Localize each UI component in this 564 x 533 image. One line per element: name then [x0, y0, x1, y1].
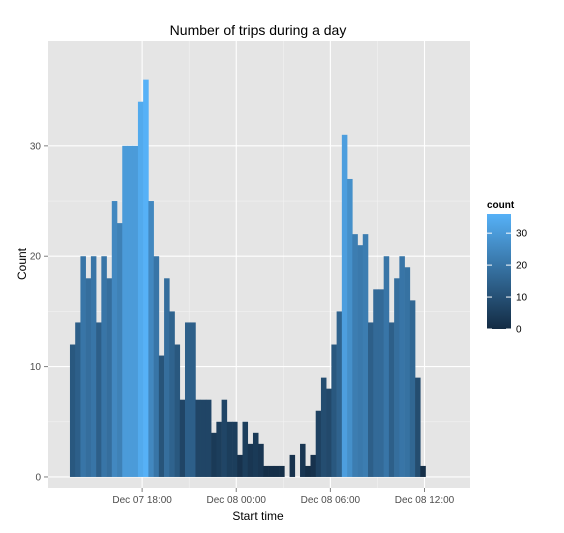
histogram-bar: [388, 322, 395, 477]
histogram-bar: [75, 322, 81, 477]
histogram-bar: [101, 256, 107, 477]
histogram-bar: [247, 443, 254, 477]
histogram-bar: [357, 245, 364, 477]
histogram-bar: [69, 344, 76, 477]
histogram-bar: [268, 465, 275, 477]
x-axis-label: Start time: [232, 509, 284, 523]
histogram-bar: [117, 223, 123, 477]
histogram-bar: [362, 234, 369, 477]
histogram-bar: [300, 443, 306, 477]
histogram-bar: [326, 388, 332, 477]
histogram-bar: [341, 134, 348, 477]
histogram-bar: [127, 145, 134, 477]
histogram-bar: [373, 289, 379, 477]
histogram-bar: [216, 421, 222, 477]
histogram-bar: [200, 399, 207, 477]
histogram-bar: [315, 410, 322, 477]
histogram-bar: [174, 344, 181, 477]
histogram-bar: [420, 465, 426, 477]
y-tick-label: 30: [30, 141, 42, 152]
histogram-bar: [263, 465, 269, 477]
histogram-bar: [226, 421, 233, 477]
histogram-bar: [96, 322, 102, 477]
x-tick-label: Dec 08 06:00: [301, 495, 361, 506]
histogram-bar: [336, 311, 343, 477]
histogram-bar: [221, 399, 228, 477]
histogram-bar: [258, 443, 264, 477]
histogram-bar: [415, 377, 421, 477]
histogram-bar: [310, 454, 317, 477]
histogram-bar: [211, 432, 217, 477]
histogram-bar: [179, 399, 186, 477]
histogram-bar: [85, 278, 92, 477]
histogram-bar: [378, 289, 384, 477]
legend-tick-label: 0: [516, 325, 522, 336]
histogram-bar: [143, 79, 149, 477]
histogram-bar: [409, 300, 416, 477]
histogram-bar: [394, 278, 400, 477]
legend-tick-label: 30: [516, 229, 528, 240]
legend-tick-label: 10: [516, 293, 528, 304]
x-tick-label: Dec 08 12:00: [395, 495, 455, 506]
histogram-bar: [122, 145, 128, 477]
histogram-bar: [148, 201, 154, 477]
histogram-bar: [158, 355, 165, 477]
histogram-bar: [195, 399, 201, 477]
histogram-bar: [90, 256, 97, 477]
histogram-bar: [273, 465, 280, 477]
histogram-bar: [305, 465, 311, 477]
histogram-bar: [164, 278, 170, 477]
histogram-bar: [404, 267, 411, 477]
y-tick-label: 10: [30, 362, 42, 373]
y-tick-label: 20: [30, 252, 42, 263]
histogram-bar: [137, 101, 144, 477]
histogram-bar: [252, 432, 259, 477]
histogram-bar: [279, 465, 285, 477]
histogram-bar: [237, 454, 243, 477]
legend-colorbar: [487, 214, 511, 329]
axes: 0 10 20 30 Dec 07 18:00 Dec 08 00:00 Dec 08 06…: [30, 141, 455, 506]
histogram-bar: [106, 278, 113, 477]
histogram-bar: [80, 256, 86, 477]
histogram-bar: [111, 201, 118, 477]
legend-tick-label: 20: [516, 261, 528, 272]
histogram-bar: [190, 322, 196, 477]
x-tick-label: Dec 08 00:00: [207, 495, 267, 506]
legend-title: count: [487, 200, 515, 211]
histogram-bar: [367, 322, 374, 477]
histogram-bar: [184, 322, 191, 477]
histogram-bar: [232, 421, 238, 477]
histogram-bar: [352, 234, 358, 477]
bars: [69, 79, 426, 477]
histogram-bar: [383, 256, 390, 477]
histogram-bar: [289, 454, 296, 477]
histogram-bar: [132, 145, 139, 477]
histogram-bar: [320, 377, 327, 477]
histogram-bar: [399, 256, 405, 477]
histogram-bar: [242, 421, 249, 477]
histogram-bar: [331, 344, 337, 477]
y-axis-label: Count: [15, 247, 29, 280]
x-tick-label: Dec 07 18:00: [112, 495, 172, 506]
histogram-bar: [205, 399, 212, 477]
chart-title: Number of trips during a day: [170, 22, 347, 38]
histogram-bar: [347, 178, 353, 477]
histogram-bar: [153, 256, 160, 477]
histogram-bar: [169, 311, 175, 477]
y-tick-label: 0: [35, 472, 41, 483]
legend: count 0 10 20 30: [487, 200, 528, 336]
